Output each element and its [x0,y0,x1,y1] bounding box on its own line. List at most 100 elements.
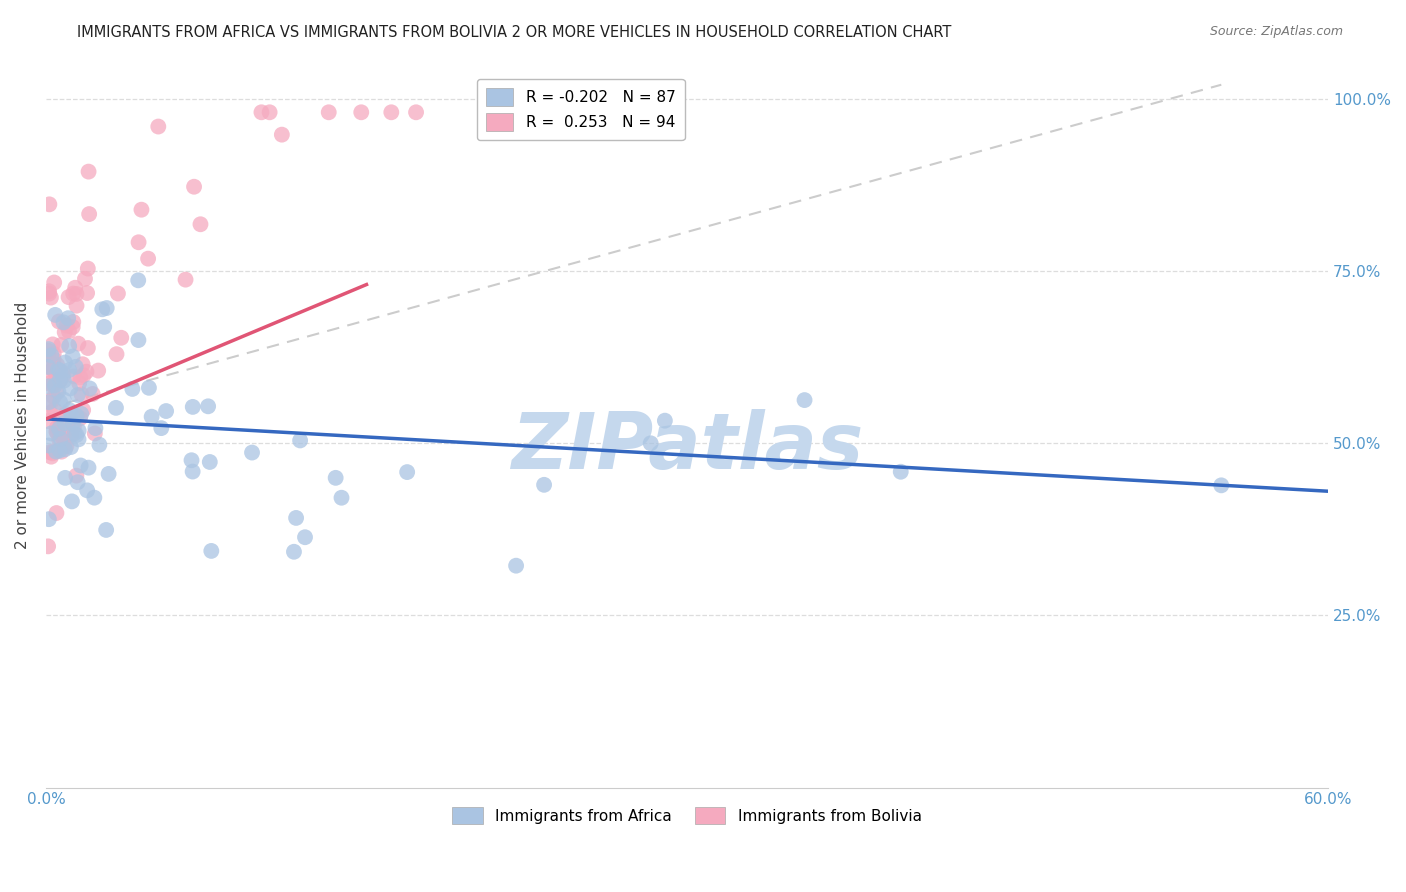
Point [127,273,149,287]
Point [52,368,75,383]
Point [62,369,84,384]
Point [136,252,159,266]
Point [38,286,60,301]
Point [42,352,65,367]
Point [76,341,98,355]
Point [654,414,676,428]
Point [45,444,67,458]
Point [49,373,72,387]
Point [60,494,83,508]
Point [180,453,202,467]
Point [44,308,66,322]
Point [380,105,402,120]
Point [128,235,150,250]
Point [58,324,80,338]
Point [49,432,72,446]
Point [793,393,815,408]
Point [38,438,60,452]
Point [325,471,347,485]
Point [285,511,308,525]
Text: IMMIGRANTS FROM AFRICA VS IMMIGRANTS FROM BOLIVIA 2 OR MORE VEHICLES IN HOUSEHOL: IMMIGRANTS FROM AFRICA VS IMMIGRANTS FRO… [77,25,952,40]
Point [76,261,98,276]
Point [70,387,93,401]
Point [44,378,66,392]
Point [51,338,73,352]
Point [70,407,93,421]
Point [53,442,76,457]
Point [62,417,84,431]
Point [138,381,160,395]
Point [890,465,912,479]
Point [45,385,67,400]
Point [59,440,82,454]
Text: Source: ZipAtlas.com: Source: ZipAtlas.com [1209,25,1343,38]
Point [46,358,69,372]
Point [69,411,91,425]
Point [259,105,281,120]
Point [66,475,89,490]
Point [53,416,76,430]
Point [55,439,77,453]
Point [640,436,662,450]
Point [52,392,75,407]
Point [96,301,118,315]
Point [69,458,91,473]
Point [38,285,60,299]
Point [39,426,62,441]
Point [53,471,76,485]
Point [150,421,173,435]
Point [350,105,373,120]
Point [250,105,273,120]
Point [55,407,77,421]
Point [141,409,163,424]
Point [107,286,129,301]
Point [52,366,75,380]
Point [75,365,97,379]
Point [83,491,105,505]
Point [38,197,60,211]
Point [44,364,66,378]
Point [72,403,94,417]
Point [79,381,101,395]
Point [45,506,67,520]
Point [1211,478,1233,492]
Point [63,426,86,441]
Point [65,468,87,483]
Point [45,421,67,435]
Point [56,311,79,326]
Point [42,357,65,371]
Point [42,360,65,375]
Point [53,355,76,369]
Point [37,342,59,356]
Legend: Immigrants from Africa, Immigrants from Bolivia: Immigrants from Africa, Immigrants from … [446,801,928,830]
Point [38,395,60,409]
Point [48,314,70,328]
Point [127,333,149,347]
Point [533,478,555,492]
Point [60,427,83,442]
Point [39,406,62,420]
Point [39,291,62,305]
Point [48,443,70,458]
Point [41,446,63,460]
Y-axis label: 2 or more Vehicles in Household: 2 or more Vehicles in Household [15,302,30,549]
Point [52,432,75,446]
Point [44,276,66,290]
Point [77,164,100,178]
Point [62,315,84,329]
Point [155,404,177,418]
Point [41,348,63,362]
Point [62,286,84,301]
Point [200,544,222,558]
Point [505,558,527,573]
Point [83,426,105,441]
Point [58,339,80,353]
Point [318,105,340,120]
Point [77,460,100,475]
Point [288,434,311,448]
Point [41,337,63,351]
Point [396,465,419,479]
Point [37,414,59,428]
Point [197,400,219,414]
Point [55,318,77,333]
